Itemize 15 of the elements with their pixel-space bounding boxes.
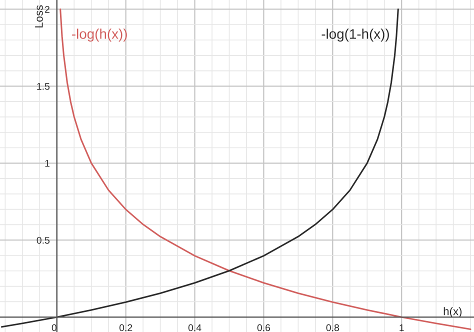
x-axis-title: h(x) bbox=[444, 307, 462, 318]
y-tick-label: 2 bbox=[45, 6, 50, 13]
y-tick-label: 0.5 bbox=[36, 236, 50, 244]
x-tick-label: 1 bbox=[400, 324, 404, 332]
series-label: -log(1-h(x)) bbox=[322, 28, 389, 42]
x-tick-label: 0 bbox=[52, 324, 56, 332]
x-tick-label: 0.8 bbox=[326, 324, 339, 332]
y-tick-label: 1.5 bbox=[37, 83, 50, 90]
x-tick-label: 0.6 bbox=[257, 324, 270, 332]
x-tick-label: 0.2 bbox=[119, 324, 132, 332]
y-axis-title: Loss bbox=[35, 5, 43, 28]
x-tick-label: 0.4 bbox=[188, 324, 202, 332]
line-series bbox=[60, 8, 472, 330]
series-label: -log(h(x)) bbox=[72, 28, 127, 42]
y-tick-label: 1 bbox=[45, 160, 50, 167]
